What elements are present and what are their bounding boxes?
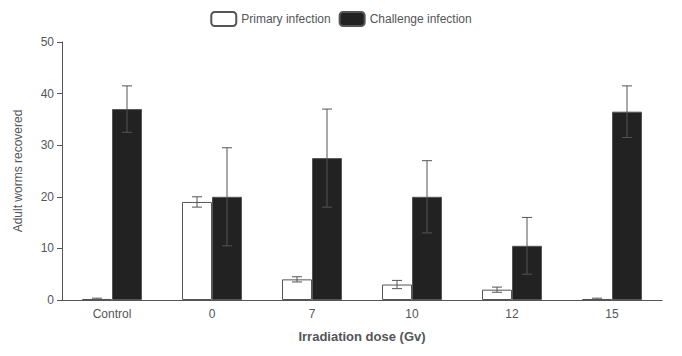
- svg-text:0: 0: [209, 307, 216, 321]
- svg-text:Control: Control: [93, 307, 132, 321]
- svg-text:20: 20: [41, 190, 55, 204]
- svg-text:7: 7: [309, 307, 316, 321]
- svg-text:Primary infection: Primary infection: [241, 12, 330, 26]
- svg-text:Adult worms recovered: Adult worms recovered: [11, 110, 25, 233]
- svg-text:40: 40: [41, 87, 55, 101]
- svg-text:10: 10: [405, 307, 419, 321]
- svg-text:10: 10: [41, 241, 55, 255]
- svg-text:50: 50: [41, 35, 55, 49]
- svg-text:30: 30: [41, 138, 55, 152]
- svg-text:Irradiation dose (Gv): Irradiation dose (Gv): [298, 329, 425, 344]
- svg-text:12: 12: [505, 307, 519, 321]
- svg-text:Challenge infection: Challenge infection: [370, 12, 472, 26]
- svg-text:0: 0: [47, 293, 54, 307]
- svg-text:15: 15: [605, 307, 619, 321]
